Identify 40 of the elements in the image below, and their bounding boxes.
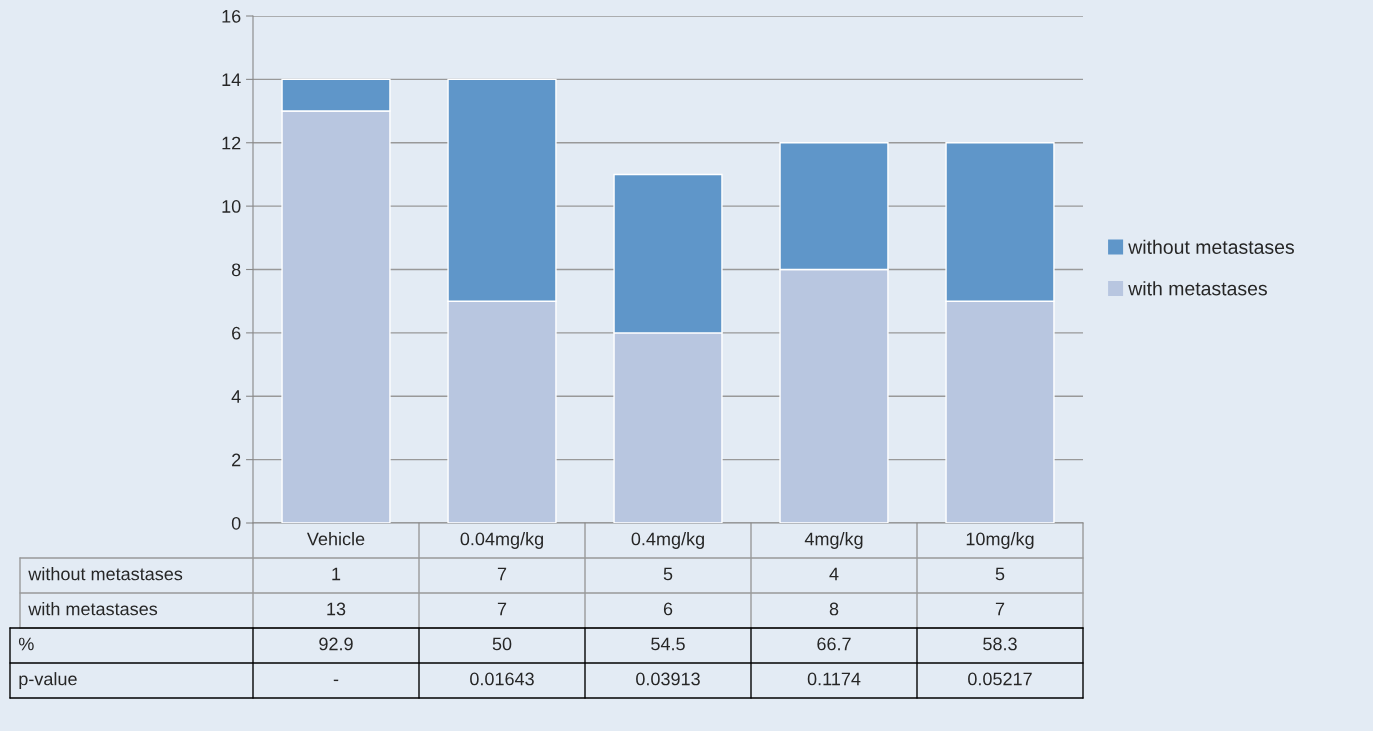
text: with metastases: [28, 602, 158, 616]
x-tick-label: 0.04mg/kg: [460, 532, 543, 549]
text: 58.3: [983, 637, 1017, 651]
text: 0.1174: [807, 672, 861, 686]
text: 50: [492, 637, 512, 651]
text: without metastases: [28, 567, 183, 581]
y-tick-label: 0: [231, 516, 241, 530]
data-label: 5: [663, 567, 673, 581]
text: 0.05217: [968, 672, 1032, 686]
y-tick-label: 2: [232, 453, 241, 467]
data-label: 5: [995, 567, 1005, 581]
y-tick-label: 8: [231, 263, 241, 277]
x-tick-label: 4mg/kg: [804, 532, 863, 549]
data-label: 13: [327, 602, 346, 616]
text: p-value: [19, 672, 77, 689]
legend-label: without metastases: [1128, 239, 1294, 254]
text: -: [333, 679, 339, 682]
text: 92.9: [319, 637, 353, 651]
data-label: 7: [497, 567, 507, 581]
legend-label: with metastases: [1128, 281, 1267, 296]
text: 66.7: [817, 637, 851, 651]
data-label: 8: [829, 602, 839, 616]
x-tick-label: 0.4mg/kg: [631, 532, 704, 549]
x-tick-label: 10mg/kg: [966, 532, 1034, 549]
y-tick-label: 14: [222, 73, 241, 86]
data-label: 1: [332, 567, 341, 581]
y-tick-label: 10: [222, 200, 241, 213]
text: 54.5: [651, 637, 685, 651]
data-label: 7: [497, 602, 507, 616]
text: 0.01643: [470, 672, 534, 686]
y-tick-label: 16: [222, 9, 241, 23]
y-tick-label: 4: [231, 390, 241, 403]
data-label: 4: [829, 567, 839, 581]
data-label: 7: [995, 602, 1005, 616]
x-tick-label: Vehicle: [306, 532, 365, 546]
text: 0.03913: [636, 672, 700, 686]
data-label: 6: [663, 602, 673, 616]
text: %: [18, 637, 34, 651]
y-tick-label: 12: [222, 136, 241, 150]
y-tick-label: 6: [232, 326, 241, 340]
